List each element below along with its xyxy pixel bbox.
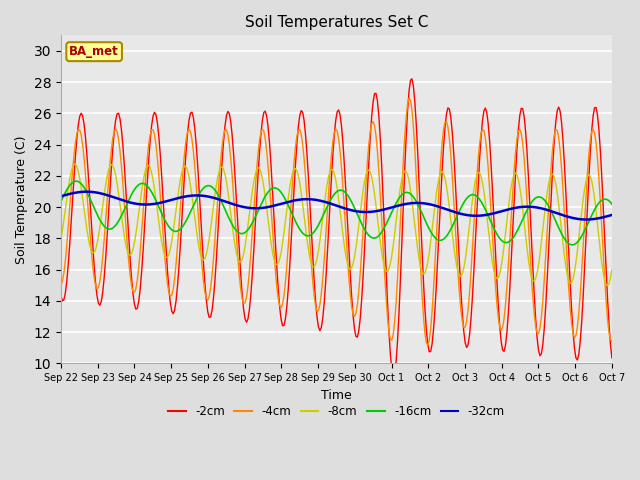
-16cm (608, 201, 616, 207)
-8cm (57, 235, 65, 241)
-2cm (340, 162, 348, 168)
-32cm (57, 193, 65, 199)
Line: -2cm: -2cm (61, 79, 612, 376)
Line: -8cm: -8cm (61, 164, 612, 286)
-32cm (607, 213, 614, 218)
Title: Soil Temperatures Set C: Soil Temperatures Set C (244, 15, 428, 30)
-16cm (342, 190, 349, 196)
-8cm (607, 275, 614, 281)
-16cm (533, 194, 541, 200)
-8cm (72, 161, 79, 167)
-2cm (93, 293, 101, 299)
-16cm (568, 242, 575, 248)
-8cm (604, 283, 611, 288)
-32cm (95, 190, 102, 196)
-16cm (607, 199, 614, 205)
Line: -16cm: -16cm (61, 181, 612, 245)
-4cm (452, 246, 460, 252)
-4cm (340, 206, 348, 212)
-32cm (83, 189, 91, 194)
-2cm (608, 355, 616, 361)
-2cm (76, 113, 84, 119)
-2cm (408, 76, 416, 82)
-2cm (389, 373, 397, 379)
Line: -32cm: -32cm (61, 192, 612, 219)
Y-axis label: Soil Temperature (C): Soil Temperature (C) (15, 135, 28, 264)
-4cm (93, 286, 101, 292)
-4cm (424, 342, 431, 348)
-8cm (95, 234, 102, 240)
-32cm (76, 189, 84, 195)
-4cm (76, 127, 84, 133)
-32cm (608, 212, 616, 218)
-2cm (534, 348, 542, 353)
-8cm (451, 253, 459, 259)
Legend: -2cm, -4cm, -8cm, -16cm, -32cm: -2cm, -4cm, -8cm, -16cm, -32cm (163, 401, 509, 423)
-32cm (533, 204, 541, 210)
-8cm (342, 252, 349, 258)
-4cm (534, 331, 542, 336)
-4cm (405, 95, 413, 101)
X-axis label: Time: Time (321, 389, 352, 402)
-2cm (57, 293, 65, 299)
-4cm (607, 337, 614, 343)
-32cm (342, 206, 349, 212)
-16cm (451, 217, 459, 223)
-4cm (57, 282, 65, 288)
-16cm (57, 198, 65, 204)
-16cm (77, 181, 85, 187)
-2cm (607, 341, 614, 347)
-16cm (73, 178, 81, 184)
-8cm (608, 267, 616, 273)
-4cm (608, 338, 616, 344)
-32cm (451, 209, 459, 215)
Line: -4cm: -4cm (61, 98, 612, 345)
-16cm (95, 214, 102, 220)
-8cm (533, 270, 541, 276)
-2cm (452, 202, 460, 208)
Text: BA_met: BA_met (69, 45, 119, 58)
-8cm (77, 185, 85, 191)
-32cm (582, 216, 590, 222)
